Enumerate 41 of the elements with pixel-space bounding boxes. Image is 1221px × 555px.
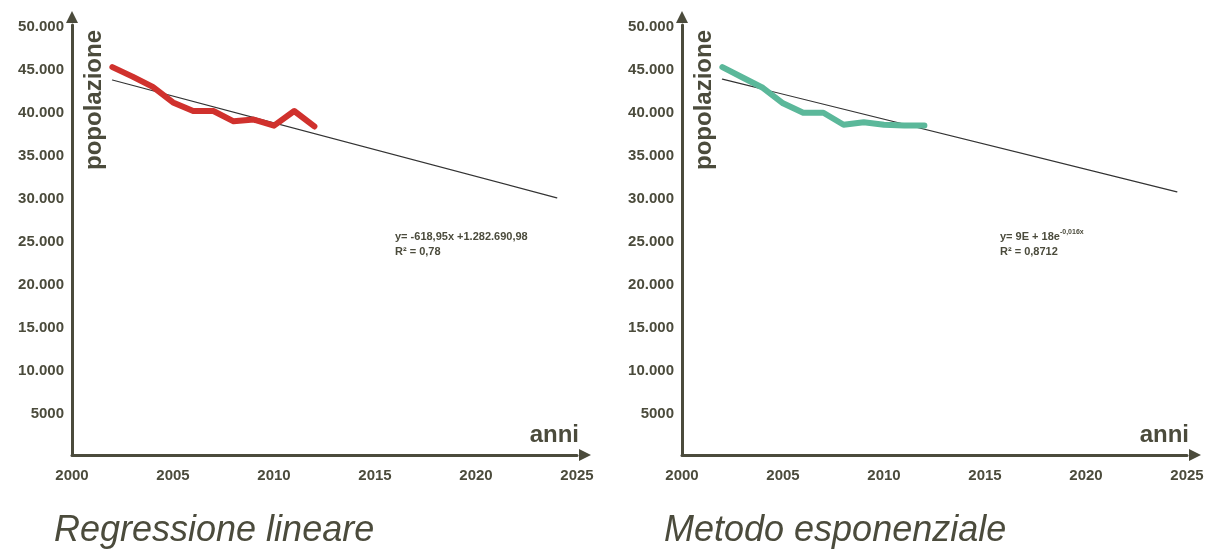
x-tick-label: 2025 [560,466,594,483]
y-tick-label: 40.000 [18,102,64,120]
y-tick-label: 30.000 [628,188,674,206]
y-tick-label: 45.000 [18,59,64,77]
annotation: R² = 0,78 [395,244,441,257]
y-tick-label: 30.000 [18,188,64,206]
x-tick-label: 2005 [156,466,190,483]
x-tick-label: 2020 [1069,466,1103,483]
x-tick-label: 2010 [867,466,901,483]
text: Metodo esponenziale [664,507,1007,549]
x-tick-label: 2015 [968,466,1002,483]
y-tick-label: 10.000 [18,360,64,378]
y-tick-label: 25.000 [628,231,674,249]
y-tick-label: 40.000 [628,102,674,120]
x-tick-label: 2010 [257,466,291,483]
x-axis-title: anni [529,419,579,447]
text: Regressione lineare [54,507,375,549]
y-axis-title: popolazione [78,29,106,170]
y-tick-label: 20.000 [628,274,674,292]
y-tick-label: 5000 [640,403,674,421]
y-tick-label: 25.000 [18,231,64,249]
x-tick-label: 2020 [459,466,493,483]
y-tick-label: 10.000 [628,360,674,378]
y-axis-title: popolazione [688,29,716,170]
y-tick-label: 35.000 [628,145,674,163]
y-tick-label: 5000 [30,403,64,421]
x-tick-label: 2015 [358,466,392,483]
y-tick-label: 15.000 [628,317,674,335]
x-tick-label: 2000 [665,466,699,483]
annotation: y= -618,95x +1.282.690,98 [395,229,528,242]
y-tick-label: 50.000 [628,16,674,34]
y-tick-label: 15.000 [18,317,64,335]
y-tick-label: 35.000 [18,145,64,163]
y-tick-label: 50.000 [18,16,64,34]
x-axis-title: anni [1139,419,1189,447]
y-tick-label: 20.000 [18,274,64,292]
annotation: R² = 0,8712 [1000,244,1058,257]
x-tick-label: 2005 [766,466,800,483]
y-tick-label: 45.000 [628,59,674,77]
x-tick-label: 2000 [55,466,89,483]
x-tick-label: 2025 [1170,466,1204,483]
